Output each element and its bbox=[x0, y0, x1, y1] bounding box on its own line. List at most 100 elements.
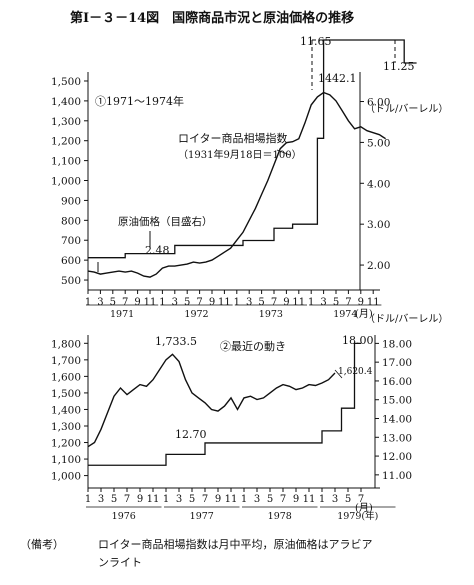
left-tick-label: 1,800 bbox=[51, 338, 81, 350]
year-label: 1973 bbox=[259, 309, 283, 320]
x-tick-label: 1 bbox=[159, 297, 165, 308]
index-series-label: ロイター商品相場指数 bbox=[178, 131, 288, 145]
left-tick-label: 600 bbox=[61, 255, 81, 267]
panel2-x-unit: (月) bbox=[355, 502, 373, 514]
left-tick-label: 1,200 bbox=[51, 438, 81, 450]
x-tick-label: 7 bbox=[202, 494, 208, 505]
panel1-x-unit: (月) bbox=[355, 308, 373, 320]
annotation-11-65: 11.65 bbox=[300, 35, 332, 48]
left-tick-label: 700 bbox=[61, 235, 81, 247]
oil-price-step-line bbox=[88, 39, 417, 259]
x-tick-label: 3 bbox=[176, 494, 182, 505]
x-tick-label: 9 bbox=[358, 297, 364, 308]
x-tick-label: 7 bbox=[271, 297, 277, 308]
index-label-leader bbox=[276, 149, 291, 156]
left-tick-label: 1,500 bbox=[51, 76, 81, 88]
year-label: 1979(年) bbox=[337, 510, 378, 522]
x-tick-label: 9 bbox=[137, 494, 143, 505]
right-tick-label: 4.00 bbox=[367, 178, 390, 190]
x-tick-label: 11 bbox=[367, 297, 380, 308]
x-tick-label: 1 bbox=[163, 494, 169, 505]
x-tick-label: 5 bbox=[111, 494, 117, 505]
left-tick-label: 1,300 bbox=[51, 116, 81, 128]
x-tick-label: 1 bbox=[241, 494, 247, 505]
left-tick-label: 900 bbox=[61, 195, 81, 207]
left-tick-label: 1,700 bbox=[51, 355, 81, 367]
x-tick-label: 5 bbox=[258, 297, 264, 308]
left-tick-label: 1,600 bbox=[51, 371, 81, 383]
left-tick-label: 1,500 bbox=[51, 388, 81, 400]
year-label: 1977 bbox=[190, 511, 214, 522]
left-tick-label: 500 bbox=[61, 275, 81, 287]
x-tick-label: 1 bbox=[85, 494, 91, 505]
x-tick-label: 11 bbox=[292, 297, 305, 308]
right-tick-label: 16.00 bbox=[382, 376, 412, 388]
annotation-11-25: 11.25 bbox=[383, 60, 415, 73]
x-tick-label: 9 bbox=[215, 494, 221, 505]
right-tick-label: 2.00 bbox=[367, 260, 390, 272]
annotation-12-70: 12.70 bbox=[175, 428, 207, 441]
x-tick-label: 5 bbox=[333, 297, 339, 308]
x-tick-label: 1 bbox=[85, 297, 91, 308]
annotation-1442-1: 1442.1 bbox=[318, 72, 357, 85]
right-tick-label: 15.00 bbox=[382, 395, 412, 407]
year-label: 1974 bbox=[333, 309, 357, 320]
x-tick-label: 9 bbox=[134, 297, 140, 308]
left-tick-label: 1,100 bbox=[51, 454, 81, 466]
x-tick-label: 1 bbox=[234, 297, 240, 308]
chart-panel-1 bbox=[84, 39, 417, 306]
right-tick-label: 13.00 bbox=[382, 432, 412, 444]
left-tick-label: 1,400 bbox=[51, 96, 81, 108]
left-tick-label: 1,000 bbox=[51, 176, 81, 188]
x-tick-label: 7 bbox=[280, 494, 286, 505]
right-tick-label: 12.00 bbox=[382, 451, 412, 463]
year-label: 1971 bbox=[110, 309, 134, 320]
year-label: 1978 bbox=[268, 511, 292, 522]
x-tick-label: 5 bbox=[189, 494, 195, 505]
x-tick-label: 9 bbox=[283, 297, 289, 308]
x-tick-label: 5 bbox=[267, 494, 273, 505]
right-tick-label: 18.00 bbox=[382, 338, 412, 350]
panel1-right-unit: （ドル/バーレル） bbox=[365, 103, 448, 115]
right-tick-label: 5.00 bbox=[367, 137, 390, 149]
note-label: （備考） bbox=[20, 538, 64, 551]
x-tick-label: 7 bbox=[345, 297, 351, 308]
left-tick-label: 1,000 bbox=[51, 471, 81, 483]
left-tick-label: 1,200 bbox=[51, 136, 81, 148]
x-tick-label: 7 bbox=[196, 297, 202, 308]
x-tick-label: 3 bbox=[320, 297, 326, 308]
oil-price-step-line bbox=[88, 342, 361, 466]
left-tick-label: 1,300 bbox=[51, 421, 81, 433]
right-tick-label: 11.00 bbox=[382, 470, 412, 482]
right-tick-label: 17.00 bbox=[382, 357, 412, 369]
oil-series-label: 原油価格（目盛右） bbox=[118, 215, 213, 228]
x-tick-label: 9 bbox=[293, 494, 299, 505]
chart-panel-2 bbox=[84, 335, 396, 508]
x-tick-label: 9 bbox=[209, 297, 215, 308]
x-tick-label: 3 bbox=[254, 494, 260, 505]
x-tick-label: 1 bbox=[308, 297, 314, 308]
annotation-1733-5: 1,733.5 bbox=[155, 335, 197, 348]
x-tick-label: 11 bbox=[225, 494, 238, 505]
left-tick-label: 1,100 bbox=[51, 156, 81, 168]
x-tick-label: 5 bbox=[345, 494, 351, 505]
panel2-label: ②最近の動き bbox=[220, 339, 286, 353]
note-line-2: ンライト bbox=[98, 556, 142, 569]
note-line-1: ロイター商品相場指数は月中平均，原油価格はアラビア bbox=[98, 537, 373, 551]
figure-title: 第Ⅰ－３－14図 国際商品市況と原油価格の推移 bbox=[70, 10, 354, 26]
x-tick-label: 5 bbox=[110, 297, 116, 308]
right-tick-label: 6.00 bbox=[367, 97, 390, 109]
left-tick-label: 1,400 bbox=[51, 404, 81, 416]
x-tick-label: 5 bbox=[184, 297, 190, 308]
x-tick-label: 11 bbox=[144, 297, 157, 308]
year-label: 1972 bbox=[184, 309, 208, 320]
annotation-2-48: 2.48 bbox=[145, 244, 170, 257]
year-label: 1976 bbox=[112, 511, 136, 522]
annotation-18-00: 18.00 bbox=[342, 334, 374, 347]
index-end-leader bbox=[334, 369, 343, 379]
panel1-label: ①1971～1974年 bbox=[95, 94, 184, 108]
x-tick-label: 3 bbox=[98, 494, 104, 505]
x-tick-label: 1 bbox=[319, 494, 325, 505]
index-series-line bbox=[87, 91, 386, 278]
